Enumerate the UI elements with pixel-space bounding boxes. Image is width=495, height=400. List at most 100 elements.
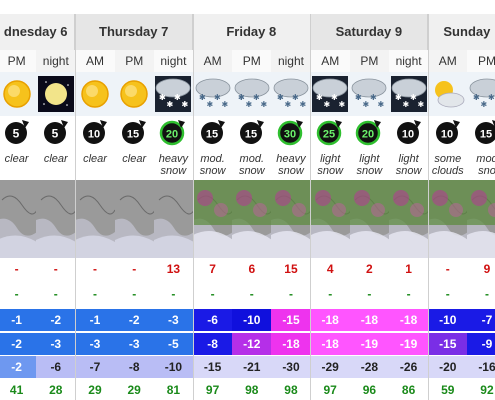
sun-icon (75, 72, 115, 116)
wind-speed-value: 5 (51, 127, 58, 141)
weather-summary: light snow (389, 148, 428, 180)
wind-chill: -28 (349, 356, 389, 378)
svg-text:✱: ✱ (174, 93, 181, 102)
period-label: AM (310, 50, 350, 72)
heavy-snow-icon: ✱ ✱ ✱ ✱ ✱ ✱ ✱ ✱ ✱ (153, 72, 193, 116)
snow-map-thumbnail (271, 180, 312, 258)
weather-summary: clear (115, 148, 154, 180)
summary-line: snow (199, 165, 226, 177)
max-temp: -18 (349, 309, 389, 331)
svg-text:✱: ✱ (355, 93, 362, 102)
weather-summary: clear (75, 148, 114, 180)
svg-text:✱: ✱ (355, 93, 362, 102)
day-divider (310, 14, 312, 400)
svg-text:✱: ✱ (488, 93, 495, 102)
min-temp: -2 (0, 333, 37, 355)
wind-cell: 30 (271, 116, 310, 148)
svg-text:✱: ✱ (182, 100, 189, 109)
humidity: 98 (271, 379, 311, 400)
svg-text:✱: ✱ (395, 93, 402, 102)
wind-speed-value: 20 (362, 129, 374, 141)
min-temp: -3 (114, 333, 154, 355)
max-temp: -10 (232, 309, 272, 331)
summary-line: heavy (158, 153, 189, 165)
snow-map-thumbnail (389, 180, 430, 258)
svg-text:✱: ✱ (316, 93, 323, 102)
wind-chill: -20 (428, 356, 468, 378)
humidity: 41 (0, 379, 37, 400)
wind-chill: -21 (232, 356, 272, 378)
svg-text:✱: ✱ (284, 100, 291, 109)
svg-text:✱: ✱ (174, 93, 181, 102)
wind-direction-icon: 5 (43, 120, 68, 144)
wind-speed-value: 10 (441, 129, 453, 141)
period-label: AM (193, 50, 233, 72)
summary-line: clear (4, 153, 29, 165)
day-header: Sunday (428, 14, 495, 50)
summary-line: heavy (276, 153, 306, 165)
snow-amount: - (36, 258, 76, 280)
period-label: AM (428, 50, 468, 72)
snow-amount: 7 (193, 258, 233, 280)
wind-chill: -26 (389, 356, 429, 378)
wind-cell: 15 (467, 116, 495, 148)
snow-icon: ✱✱✱✱✱ (271, 72, 311, 116)
summary-line: mod. (239, 153, 265, 165)
max-temp: -10 (428, 309, 468, 331)
summary-line: snow (278, 165, 304, 177)
summary-line: light (320, 153, 341, 165)
moon-icon (36, 72, 76, 116)
wind-direction-icon: 10 (435, 120, 460, 144)
snow-map-thumbnail (467, 180, 495, 258)
max-temp: -2 (114, 309, 154, 331)
snow-amount: 2 (349, 258, 389, 280)
snow-map-thumbnail (428, 180, 469, 258)
weather-summary: heavy snow (271, 148, 310, 180)
wind-speed-value: 15 (127, 129, 139, 141)
weather-summary: mod. snow (193, 148, 232, 180)
day-header: dnesday 6 (0, 14, 76, 50)
min-temp: -18 (271, 333, 311, 355)
day-divider (427, 14, 429, 400)
summary-line: snow (395, 165, 422, 177)
wind-cell: 20 (350, 116, 389, 148)
min-temp: -12 (232, 333, 272, 355)
snow-map-thumbnail (153, 180, 195, 258)
summary-line: clouds (431, 165, 464, 177)
svg-text:✱: ✱ (182, 100, 189, 109)
snow-amount: 13 (153, 258, 193, 280)
svg-text:✱: ✱ (199, 93, 206, 102)
period-label: PM (0, 50, 37, 72)
wind-direction-icon: 15 (239, 120, 264, 144)
snow-map-thumbnail (349, 180, 391, 258)
wind-speed-value: 10 (401, 129, 413, 141)
snow-map-thumbnail (232, 180, 273, 258)
humidity: 59 (428, 379, 468, 400)
min-temp: -5 (153, 333, 193, 355)
wind-speed-value: 30 (284, 129, 296, 141)
snow-amount: - (75, 258, 115, 280)
snow-amount: 15 (271, 258, 311, 280)
rain-amount: - (232, 283, 272, 305)
svg-text:✱: ✱ (199, 93, 206, 102)
max-temp: -7 (467, 309, 495, 331)
wind-chill: -6 (36, 356, 76, 378)
period-label: PM (114, 50, 154, 72)
weather-summary: clear (36, 148, 75, 180)
max-temp: -2 (36, 309, 76, 331)
wind-direction-icon: 15 (200, 120, 225, 144)
day-divider (192, 14, 194, 400)
summary-line: snow (160, 165, 187, 177)
svg-text:✱: ✱ (159, 93, 166, 102)
svg-text:✱: ✱ (159, 93, 166, 102)
period-label: PM (467, 50, 495, 72)
summary-line: mod (476, 153, 495, 165)
period-label: AM (75, 50, 115, 72)
wind-speed-value: 15 (480, 129, 492, 141)
wind-speed-value: 15 (205, 129, 217, 141)
wind-speed-value: 20 (166, 129, 178, 141)
svg-text:✱: ✱ (277, 93, 284, 102)
min-temp: -8 (193, 333, 233, 355)
wind-direction-icon: 20 (160, 120, 186, 146)
sun-icon (114, 72, 154, 116)
